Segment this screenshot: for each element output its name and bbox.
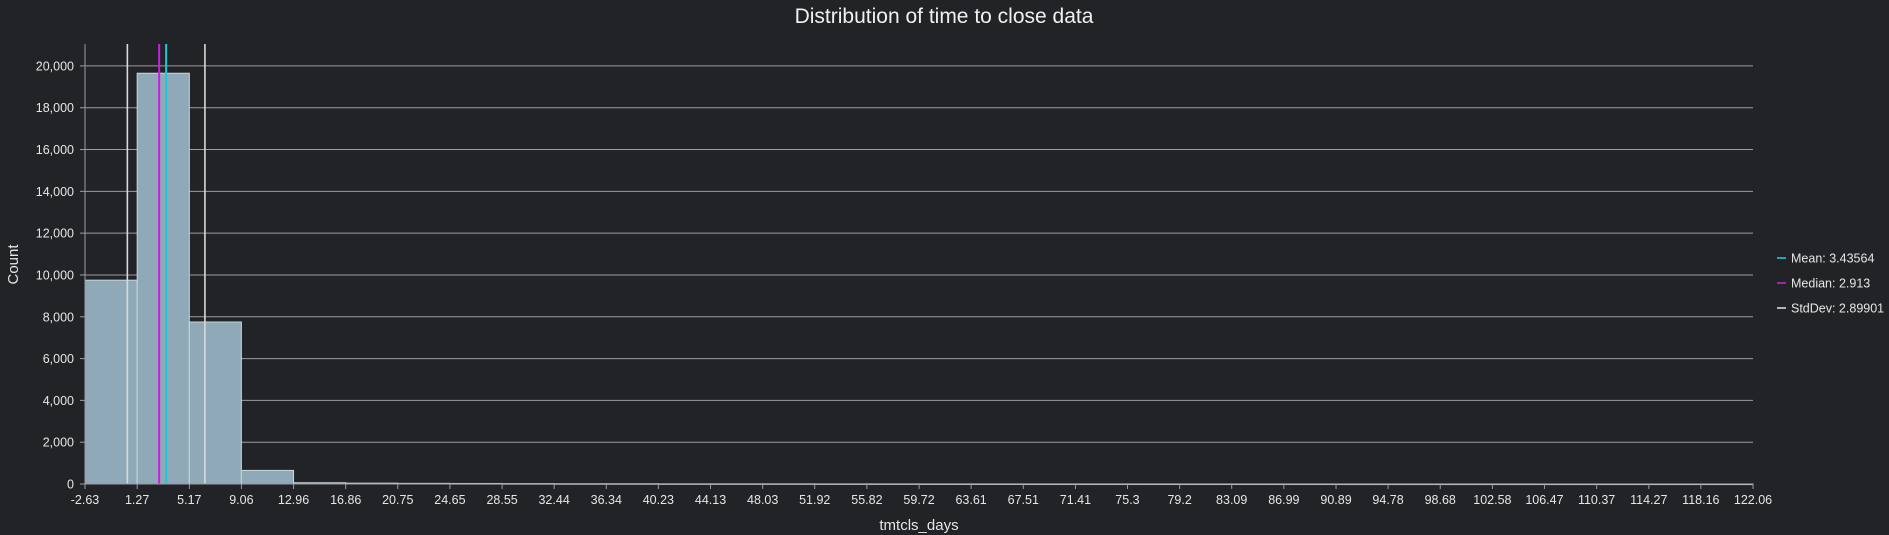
x-tick-label: 32.44	[538, 493, 569, 507]
x-tick-label: 63.61	[955, 493, 986, 507]
histogram-bar	[188, 321, 242, 485]
y-tick-label: 12,000	[36, 227, 74, 241]
x-tick-label: 28.55	[486, 493, 517, 507]
y-axis-title: Count	[5, 244, 22, 285]
x-axis-title: tmtcls_days	[879, 517, 958, 534]
y-tick-label: 8,000	[43, 310, 74, 324]
x-tick-label: 118.16	[1682, 493, 1719, 507]
x-tick-label: 40.23	[643, 493, 674, 507]
x-tick-label: 86.99	[1268, 493, 1299, 507]
x-tick-label: 44.13	[695, 493, 726, 507]
x-tick-label: 122.06	[1734, 493, 1772, 507]
y-tick-label: 20,000	[36, 59, 74, 73]
x-tick-label: 67.51	[1008, 493, 1039, 507]
x-tick-label: 83.09	[1216, 493, 1247, 507]
stat-lines	[126, 44, 206, 484]
chart-title: Distribution of time to close data	[795, 5, 1094, 28]
y-tick-label: 16,000	[36, 143, 74, 157]
histogram-bar	[84, 279, 138, 485]
gridlines	[85, 65, 1753, 443]
axes	[84, 44, 1753, 485]
x-tick-label: 94.78	[1372, 493, 1403, 507]
x-tick-label: 90.89	[1320, 493, 1351, 507]
x-tick-label: 71.41	[1060, 493, 1091, 507]
y-tick-label: 14,000	[36, 185, 74, 199]
x-tick-label: 5.17	[177, 493, 201, 507]
y-tick-label: 2,000	[43, 436, 74, 450]
x-tick-label: 55.82	[851, 493, 882, 507]
x-tick-labels: -2.63 1.27 5.17 9.06 12.96 16.86 20.75 24.65 28.…	[71, 484, 1772, 507]
x-tick-label: 9.06	[229, 493, 253, 507]
x-tick-label: 75.3	[1115, 493, 1139, 507]
x-tick-label: 59.72	[903, 493, 934, 507]
x-tick-label: 110.37	[1578, 493, 1615, 507]
y-tick-labels: 0 2,000 4,000 6,000 8,000 10,000 12,000 14,000 1…	[36, 59, 85, 492]
histogram-bar	[136, 72, 190, 485]
x-tick-label: 79.2	[1167, 493, 1191, 507]
x-tick-label: 106.47	[1525, 493, 1563, 507]
x-tick-label: 20.75	[382, 493, 413, 507]
x-tick-label: 1.27	[125, 493, 149, 507]
x-tick-label: 102.58	[1473, 493, 1511, 507]
y-tick-label: 6,000	[43, 352, 74, 366]
legend-label: StdDev: 2.89901	[1791, 302, 1884, 316]
x-tick-label: 16.86	[330, 493, 361, 507]
histogram-bars	[84, 72, 1754, 486]
x-tick-label: -2.63	[71, 493, 100, 507]
x-tick-label: 48.03	[747, 493, 778, 507]
x-tick-label: 24.65	[434, 493, 465, 507]
x-tick-label: 36.34	[591, 493, 622, 507]
y-tick-label: 4,000	[43, 394, 74, 408]
legend: Mean: 3.43564 Median: 2.913 StdDev: 2.8990…	[1777, 252, 1884, 316]
x-tick-label: 114.27	[1630, 493, 1667, 507]
x-tick-label: 12.96	[278, 493, 309, 507]
histogram-bar	[240, 469, 295, 485]
y-tick-label: 10,000	[36, 268, 74, 282]
x-tick-label: 51.92	[799, 493, 830, 507]
y-tick-label: 0	[67, 478, 74, 492]
legend-label: Median: 2.913	[1791, 277, 1870, 291]
legend-label: Mean: 3.43564	[1791, 252, 1874, 266]
y-tick-label: 18,000	[36, 101, 74, 115]
x-tick-label: 98.68	[1425, 493, 1456, 507]
